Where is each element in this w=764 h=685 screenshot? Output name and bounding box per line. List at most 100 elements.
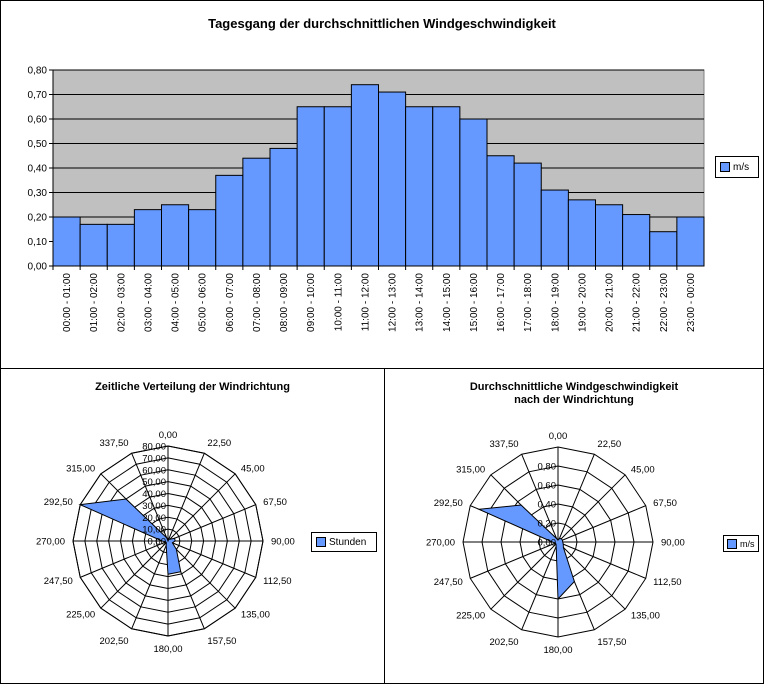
y-tick-label: 0,30 [28,188,48,199]
radar-spoke [557,454,595,543]
radar-spoke [167,504,256,542]
radar-spoke [167,473,236,542]
radar-spoke [470,541,559,579]
legend-label: Stunden [329,536,367,548]
x-tick-label: 16:00 - 17:00 [496,273,507,332]
radar-spoke [167,453,205,542]
bar [513,162,542,267]
radar2-title-line2: nach der Windrichtung [514,394,634,406]
radar-direction-label: 112,50 [263,576,291,587]
x-tick-label: 04:00 - 05:00 [171,273,182,332]
y-tick-label: 0,10 [28,237,48,248]
x-tick-label: 07:00 - 08:00 [252,273,263,332]
radar-direction-label: 0,00 [549,431,568,442]
radar-data-area [477,504,575,601]
y-tick-label: 0,20 [28,213,48,224]
x-tick-label: 05:00 - 06:00 [198,273,209,332]
radar-direction-label: 157,50 [207,636,236,647]
radar-data-area [78,498,182,575]
bar [405,106,434,267]
radar-spoke [131,453,169,542]
radar1-title: Zeitliche Verteilung der Windrichtung [95,381,290,393]
radar-r-tick-label: 0,20 [538,519,557,530]
legend-label: m/s [740,538,755,549]
bar [432,106,461,267]
radar-direction-label: 315,00 [66,464,95,475]
radar-direction-label: 67,50 [653,498,677,509]
radar-spoke [557,541,646,579]
radar-spoke [80,540,169,578]
radar-direction-label: 292,50 [44,497,73,508]
bar [323,106,352,267]
radar-r-tick-label: 0,40 [538,500,557,511]
radar-direction-label: 337,50 [100,438,129,449]
radar-direction-label: 22,50 [207,438,231,449]
y-tick-label: 0,50 [28,139,48,150]
radar-direction-label: 157,50 [597,637,626,648]
bar [649,231,678,267]
bar [269,147,298,267]
y-tick-label: 0,00 [28,262,48,273]
bar [676,216,705,267]
legend-swatch [720,162,730,172]
radar-direction-label: 270,00 [426,538,455,549]
bar [106,223,135,267]
x-tick-label: 17:00 - 18:00 [523,273,534,332]
x-tick-label: 19:00 - 20:00 [577,273,588,332]
bar [161,204,190,267]
x-tick-label: 18:00 - 19:00 [550,273,561,332]
radar-r-tick-label: 60,00 [142,465,166,476]
bar [133,209,162,267]
radar-direction-label: 22,50 [597,439,621,450]
radar-direction-label: 135,00 [241,609,270,620]
x-tick-label: 06:00 - 07:00 [225,273,236,332]
radar-r-tick-label: 0,60 [538,481,557,492]
radar-direction-label: 202,50 [100,636,129,647]
radar-direction-label: 270,00 [36,537,65,548]
radar2-svg: 0,00 0,20 0,40 0,60 0,80 0,00 22,50 45,00 67,50 9… [426,431,685,656]
bar [378,91,407,267]
bar [215,174,244,267]
x-tick-label: 11:00 - 12:00 [360,273,371,332]
bar [459,118,488,267]
radar-direction-label: 0,00 [159,430,178,441]
radar-spoke [557,474,626,543]
radar-r-tick-label: 70,00 [142,453,166,464]
radar-spoke [167,540,236,609]
radar-r-tick-label: 40,00 [142,489,166,500]
bar [350,84,379,267]
bar-chart-svg: 0,00 0,10 0,20 0,30 0,40 0,50 0,60 0,70 0,80 00:0… [28,66,705,332]
x-tick-label: 20:00 - 21:00 [605,273,616,332]
x-tick-label: 09:00 - 10:00 [306,273,317,332]
radar-direction-label: 202,50 [490,637,519,648]
x-tick-label: 15:00 - 16:00 [469,273,480,332]
radar-spoke [167,540,256,578]
radar-direction-label: 292,50 [434,498,463,509]
radar-direction-label: 112,50 [653,577,681,588]
x-tick-label: 14:00 - 15:00 [442,273,453,332]
bar-chart-title: Tagesgang der durchschnittlichen Windges… [208,16,556,31]
x-tick-label: 22:00 - 23:00 [659,273,670,332]
y-tick-label: 0,60 [28,115,48,126]
radar-r-tick-label: 0,00 [148,537,167,548]
radar-direction-label: 67,50 [263,497,287,508]
radar1-svg: 0,0010,0020,0030,0040,0050,0060,0070,008… [36,430,295,655]
radar-direction-label: 247,50 [44,576,73,587]
radar-r-tick-label: 30,00 [142,501,166,512]
x-tick-label: 12:00 - 13:00 [388,273,399,332]
radar-direction-label: 247,50 [434,577,463,588]
radar-direction-label: 45,00 [241,464,265,475]
bar [188,209,217,267]
y-tick-label: 0,70 [28,90,48,101]
x-tick-label: 02:00 - 03:00 [116,273,127,332]
legend-label: m/s [733,161,750,173]
bar [242,157,271,267]
radar-direction-label: 90,00 [271,537,295,548]
y-tick-label: 0,80 [28,66,48,77]
radar-spoke [131,540,169,629]
radar-r-tick-label: 0,00 [538,538,557,549]
radar-spoke [490,541,559,610]
radar-r-tick-label: 0,80 [538,462,557,473]
direction-distribution-panel: Zeitliche Verteilung der Windrichtung 0,… [0,368,385,684]
radar-r-tick-label: 10,00 [142,525,166,536]
